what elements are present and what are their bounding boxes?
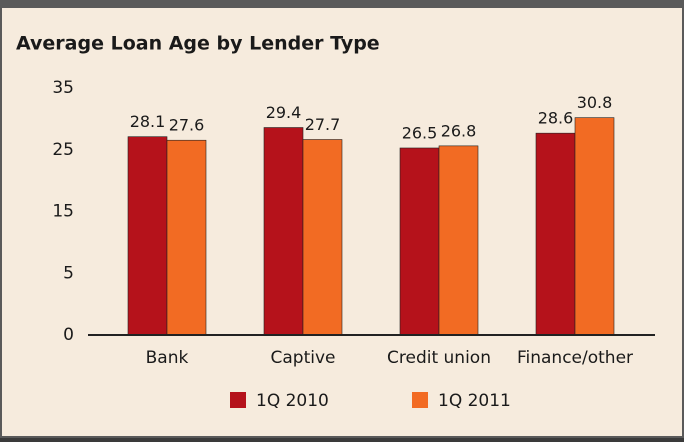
bar bbox=[438, 145, 479, 336]
y-tick-label: 15 bbox=[52, 202, 74, 222]
legend-label: 1Q 2010 bbox=[256, 391, 329, 411]
bar bbox=[302, 139, 343, 336]
value-label: 26.8 bbox=[441, 121, 477, 140]
value-label: 28.1 bbox=[130, 112, 166, 131]
value-label: 29.4 bbox=[266, 103, 302, 122]
bar bbox=[399, 147, 440, 336]
y-tick-label: 35 bbox=[52, 78, 74, 98]
value-label: 30.8 bbox=[577, 93, 613, 112]
bar bbox=[263, 127, 304, 336]
bar bbox=[574, 117, 615, 336]
x-tick-label: Captive bbox=[271, 348, 336, 368]
y-tick-label: 25 bbox=[52, 140, 74, 160]
bar bbox=[127, 136, 168, 336]
bar bbox=[166, 139, 207, 336]
legend-swatch bbox=[230, 392, 246, 408]
value-label: 26.5 bbox=[402, 123, 438, 142]
x-tick-label: Bank bbox=[146, 348, 189, 368]
y-tick-label: 0 bbox=[63, 325, 74, 345]
y-tick-label: 5 bbox=[63, 263, 74, 283]
legend-swatch bbox=[412, 392, 428, 408]
bar bbox=[535, 132, 576, 336]
value-label: 27.6 bbox=[169, 116, 205, 135]
value-label: 27.7 bbox=[305, 115, 341, 134]
value-label: 28.6 bbox=[538, 109, 574, 128]
x-tick-label: Finance/other bbox=[517, 348, 633, 368]
legend-label: 1Q 2011 bbox=[438, 391, 511, 411]
x-tick-label: Credit union bbox=[387, 348, 491, 368]
chart-title: Average Loan Age by Lender Type bbox=[16, 33, 380, 55]
